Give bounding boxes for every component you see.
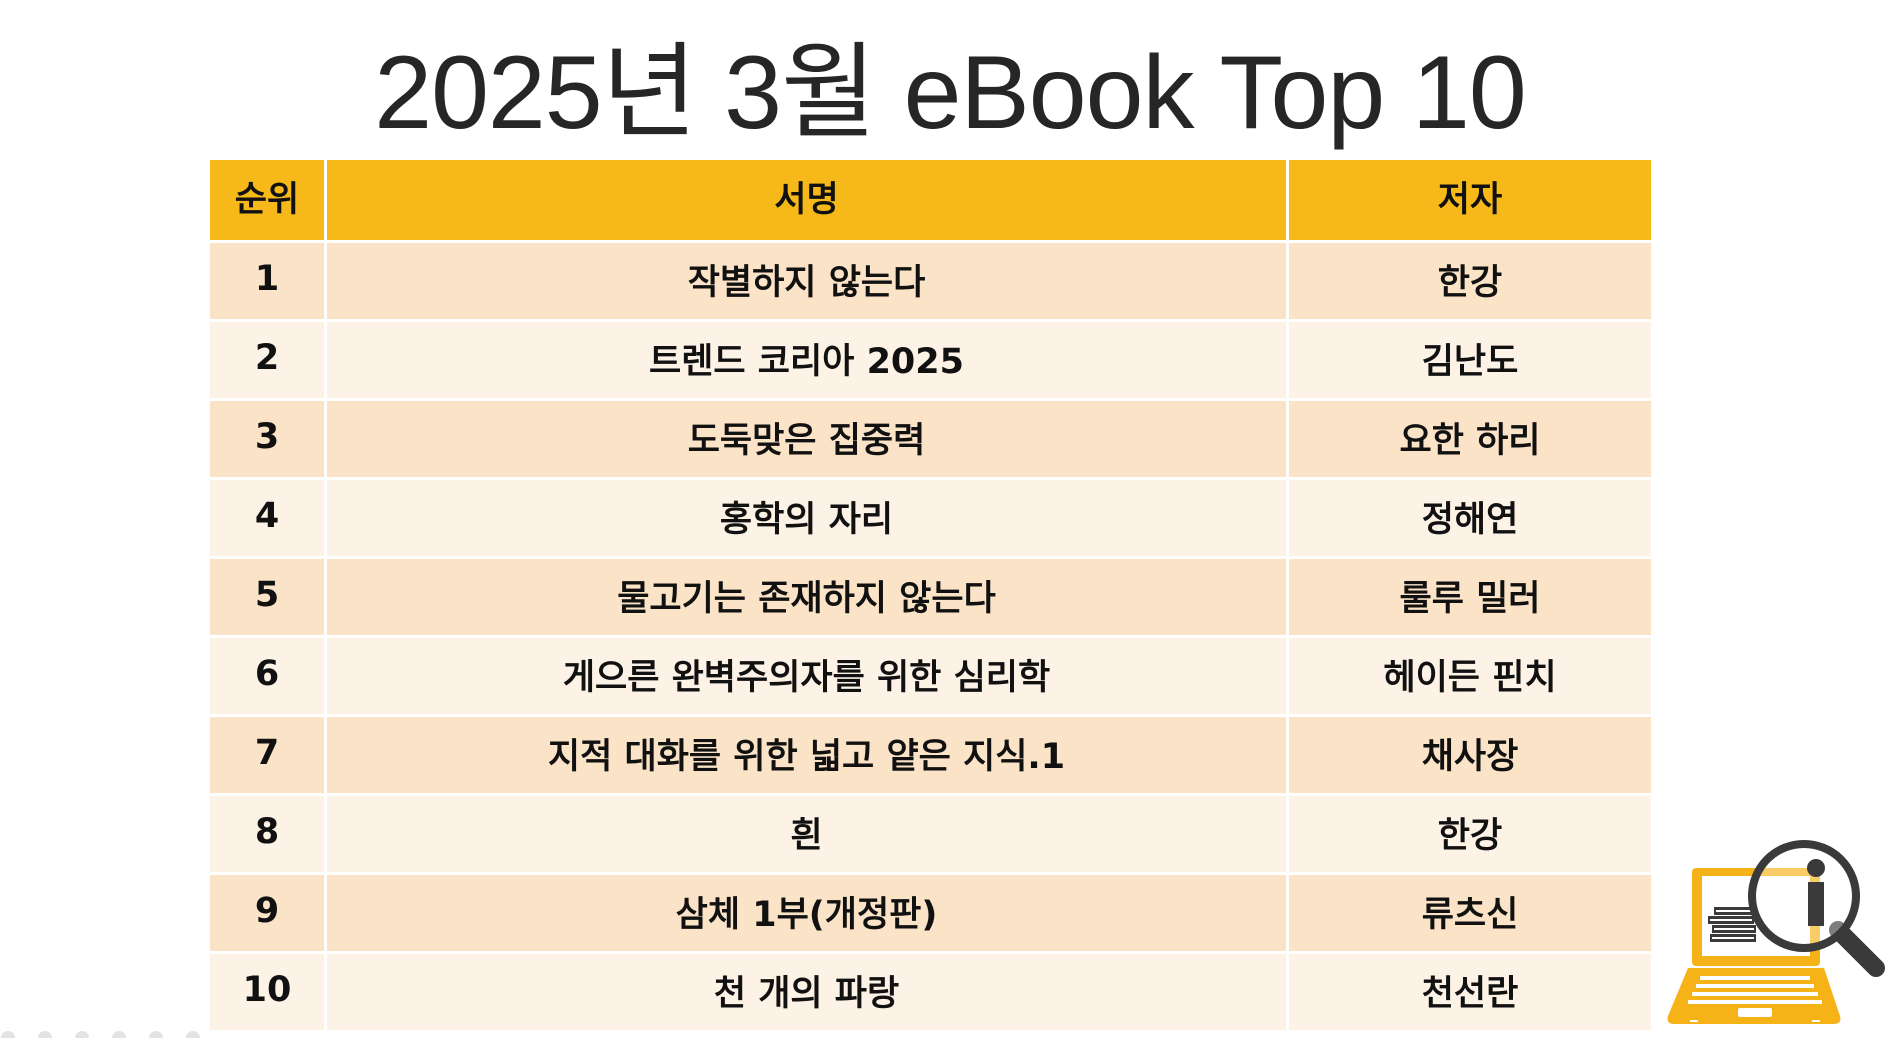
table-row: 7 지적 대화를 위한 넓고 얕은 지식.1 채사장: [207, 714, 1654, 796]
ranking-table: 순위 서명 저자 1 작별하지 않는다 한강 2 트렌드 코리아 2025 김난…: [207, 157, 1654, 1033]
book-title-cell: 게으른 완벽주의자를 위한 심리학: [324, 635, 1289, 717]
table-row: 8 흰 한강: [207, 793, 1654, 875]
author-cell: 한강: [1286, 240, 1654, 322]
book-title-cell: 홍학의 자리: [324, 477, 1289, 559]
table-row: 4 홍학의 자리 정해연: [207, 477, 1654, 559]
book-title-cell: 물고기는 존재하지 않는다: [324, 556, 1289, 638]
book-title-cell: 흰: [324, 793, 1289, 875]
rank-cell: 7: [207, 714, 327, 796]
author-cell: 요한 하리: [1286, 398, 1654, 480]
book-title-cell: 도둑맞은 집중력: [324, 398, 1289, 480]
slide-dots-decoration: [1, 1031, 200, 1038]
book-title-cell: 삼체 1부(개정판): [324, 872, 1289, 954]
author-cell: 류츠신: [1286, 872, 1654, 954]
column-header-author: 저자: [1286, 157, 1654, 243]
author-cell: 한강: [1286, 793, 1654, 875]
rank-cell: 6: [207, 635, 327, 717]
book-title-cell: 트렌드 코리아 2025: [324, 319, 1289, 401]
laptop-books-magnifier-icon: [1667, 840, 1885, 1024]
table-row: 1 작별하지 않는다 한강: [207, 240, 1654, 322]
rank-cell: 10: [207, 951, 327, 1033]
book-title-cell: 작별하지 않는다: [324, 240, 1289, 322]
book-title-cell: 천 개의 파랑: [324, 951, 1289, 1033]
rank-cell: 1: [207, 240, 327, 322]
column-header-rank: 순위: [207, 157, 327, 243]
author-cell: 룰루 밀러: [1286, 556, 1654, 638]
table-row: 6 게으른 완벽주의자를 위한 심리학 헤이든 핀치: [207, 635, 1654, 717]
table-row: 9 삼체 1부(개정판) 류츠신: [207, 872, 1654, 954]
table-row: 10 천 개의 파랑 천선란: [207, 951, 1654, 1033]
rank-cell: 9: [207, 872, 327, 954]
rank-cell: 3: [207, 398, 327, 480]
author-cell: 헤이든 핀치: [1286, 635, 1654, 717]
author-cell: 정해연: [1286, 477, 1654, 559]
column-header-title: 서명: [324, 157, 1289, 243]
author-cell: 채사장: [1286, 714, 1654, 796]
table-row: 5 물고기는 존재하지 않는다 룰루 밀러: [207, 556, 1654, 638]
table-header-row: 순위 서명 저자: [207, 157, 1654, 243]
page-title: 2025년 3월 eBook Top 10: [374, 35, 1527, 151]
rank-cell: 5: [207, 556, 327, 638]
table-row: 2 트렌드 코리아 2025 김난도: [207, 319, 1654, 401]
rank-cell: 4: [207, 477, 327, 559]
book-title-cell: 지적 대화를 위한 넓고 얕은 지식.1: [324, 714, 1289, 796]
rank-cell: 8: [207, 793, 327, 875]
author-cell: 천선란: [1286, 951, 1654, 1033]
table-row: 3 도둑맞은 집중력 요한 하리: [207, 398, 1654, 480]
author-cell: 김난도: [1286, 319, 1654, 401]
rank-cell: 2: [207, 319, 327, 401]
